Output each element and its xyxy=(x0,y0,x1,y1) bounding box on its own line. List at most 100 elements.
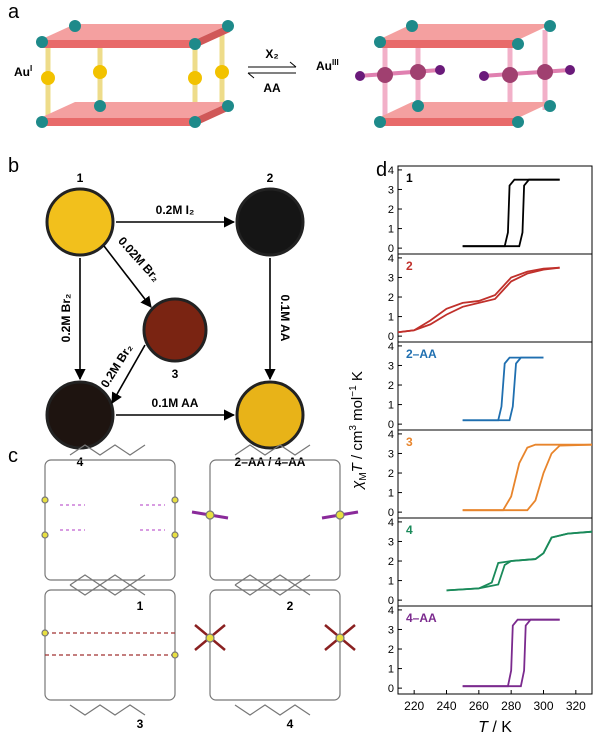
y-tick-label: 3 xyxy=(388,184,394,196)
structure-label: 1 xyxy=(137,599,144,613)
x-tick-label: 300 xyxy=(533,699,553,713)
y-axis-label-part: K xyxy=(349,371,366,385)
data-line xyxy=(462,178,560,248)
plot-frame xyxy=(397,605,593,695)
y-axis-label: χMT / cm3 mol−1 K xyxy=(348,371,369,491)
au-sup: I xyxy=(30,64,32,73)
y-axis-label-part: M xyxy=(358,472,369,480)
y-tick-label: 1 xyxy=(388,488,394,500)
y-tick-label: 1 xyxy=(388,576,394,588)
y-tick-label: 0 xyxy=(388,243,394,255)
y-tick-label: 3 xyxy=(388,448,394,460)
y-tick-label: 4 xyxy=(388,341,394,353)
x-axis-label-part: / K xyxy=(488,719,512,736)
x-axis-label: T / K xyxy=(478,719,512,736)
node-label: 2–AA / 4–AA xyxy=(235,455,306,469)
y-tick-label: 4 xyxy=(388,605,394,617)
x-tick-label: 280 xyxy=(501,699,521,713)
cage-left xyxy=(36,20,234,128)
arrow-label: 0.2M I₂ xyxy=(156,203,195,217)
y-axis-label-part: −1 xyxy=(348,385,359,397)
au-base: Au xyxy=(14,65,30,79)
y-tick-label: 3 xyxy=(388,536,394,548)
au-base: Au xyxy=(316,59,332,73)
structure-label: 3 xyxy=(137,717,144,731)
plot-frame xyxy=(397,517,593,607)
y-tick-label: 1 xyxy=(388,224,394,236)
data-line xyxy=(462,618,560,688)
sample-4 xyxy=(45,380,115,450)
arrow-label: 0.2M Br₂ xyxy=(98,342,136,391)
y-tick-label: 0 xyxy=(388,419,394,431)
y-axis-label-part: χ xyxy=(349,480,366,491)
cage-right xyxy=(355,20,575,128)
y-axis-label-part: T xyxy=(349,461,366,472)
y-tick-label: 4 xyxy=(388,165,394,177)
y-tick-label: 0 xyxy=(388,595,394,607)
x-tick-label: 320 xyxy=(566,699,586,713)
node-label: 4 xyxy=(77,455,84,469)
data-line xyxy=(462,356,544,422)
arrows xyxy=(74,216,276,421)
arrow-label: 0.1M AA xyxy=(152,396,199,410)
arrow-label: 0.02M Br₂ xyxy=(115,234,162,285)
panel-label: b xyxy=(8,155,19,177)
x-tick-label: 220 xyxy=(404,699,424,713)
data-line xyxy=(462,443,593,512)
data-line xyxy=(462,443,592,512)
x-tick-label: 240 xyxy=(436,699,456,713)
y-tick-label: 4 xyxy=(388,517,394,529)
y-tick-label: 2 xyxy=(388,556,394,568)
au-sup: III xyxy=(332,58,339,67)
panel-label: c xyxy=(8,445,18,467)
forward-label: X₂ xyxy=(265,47,278,61)
subplot-label: 1 xyxy=(406,171,413,185)
subplot-label: 4–AA xyxy=(406,611,437,625)
structure-3 xyxy=(41,574,179,716)
panel-label: a xyxy=(8,1,20,23)
y-tick-label: 2 xyxy=(388,644,394,656)
data-line xyxy=(462,618,560,688)
y-tick-label: 4 xyxy=(388,429,394,441)
backward-label: AA xyxy=(263,81,281,95)
subplot-label: 2–AA xyxy=(406,347,437,361)
subplot-label: 3 xyxy=(406,435,413,449)
y-tick-label: 1 xyxy=(388,664,394,676)
node-label: 2 xyxy=(267,171,274,185)
y-tick-label: 0 xyxy=(388,507,394,519)
y-tick-label: 2 xyxy=(388,204,394,216)
y-tick-label: 2 xyxy=(388,468,394,480)
y-axis-label-part: mol xyxy=(349,397,366,425)
y-tick-label: 4 xyxy=(388,253,394,265)
sample-1 xyxy=(45,187,115,257)
panel-label: d xyxy=(376,159,387,181)
y-tick-label: 1 xyxy=(388,312,394,324)
structure-2 xyxy=(191,444,359,596)
structure-1 xyxy=(41,444,179,596)
x-axis-label-part: T xyxy=(478,719,489,736)
panel-a: a AuI X₂ AA AuIII xyxy=(8,1,575,128)
structure-4 xyxy=(194,574,356,716)
sample-3 xyxy=(142,297,208,363)
arrow-label: 0.2M Br₂ xyxy=(59,294,73,343)
y-tick-label: 0 xyxy=(388,683,394,695)
structure-label: 2 xyxy=(287,599,294,613)
panel-c: c 1 2 3 4 xyxy=(8,444,359,731)
y-tick-label: 2 xyxy=(388,380,394,392)
node-label: 3 xyxy=(172,367,179,381)
au-label: AuIII xyxy=(316,58,339,73)
structure-label: 4 xyxy=(287,717,294,731)
y-tick-label: 1 xyxy=(388,400,394,412)
au-label: AuI xyxy=(14,64,32,79)
arrow-label: 0.1M AA xyxy=(278,295,292,342)
y-tick-label: 0 xyxy=(388,331,394,343)
data-line xyxy=(462,356,544,422)
plot-frame xyxy=(397,429,593,519)
data-line xyxy=(446,530,593,592)
sample-aa xyxy=(235,380,305,450)
y-axis-label-part: / cm xyxy=(349,431,366,464)
panel-b: b 1 2 3 4 2–AA / 4–AA 0.2M I₂ 0.02M Br₂ … xyxy=(8,155,306,469)
y-tick-label: 2 xyxy=(388,292,394,304)
